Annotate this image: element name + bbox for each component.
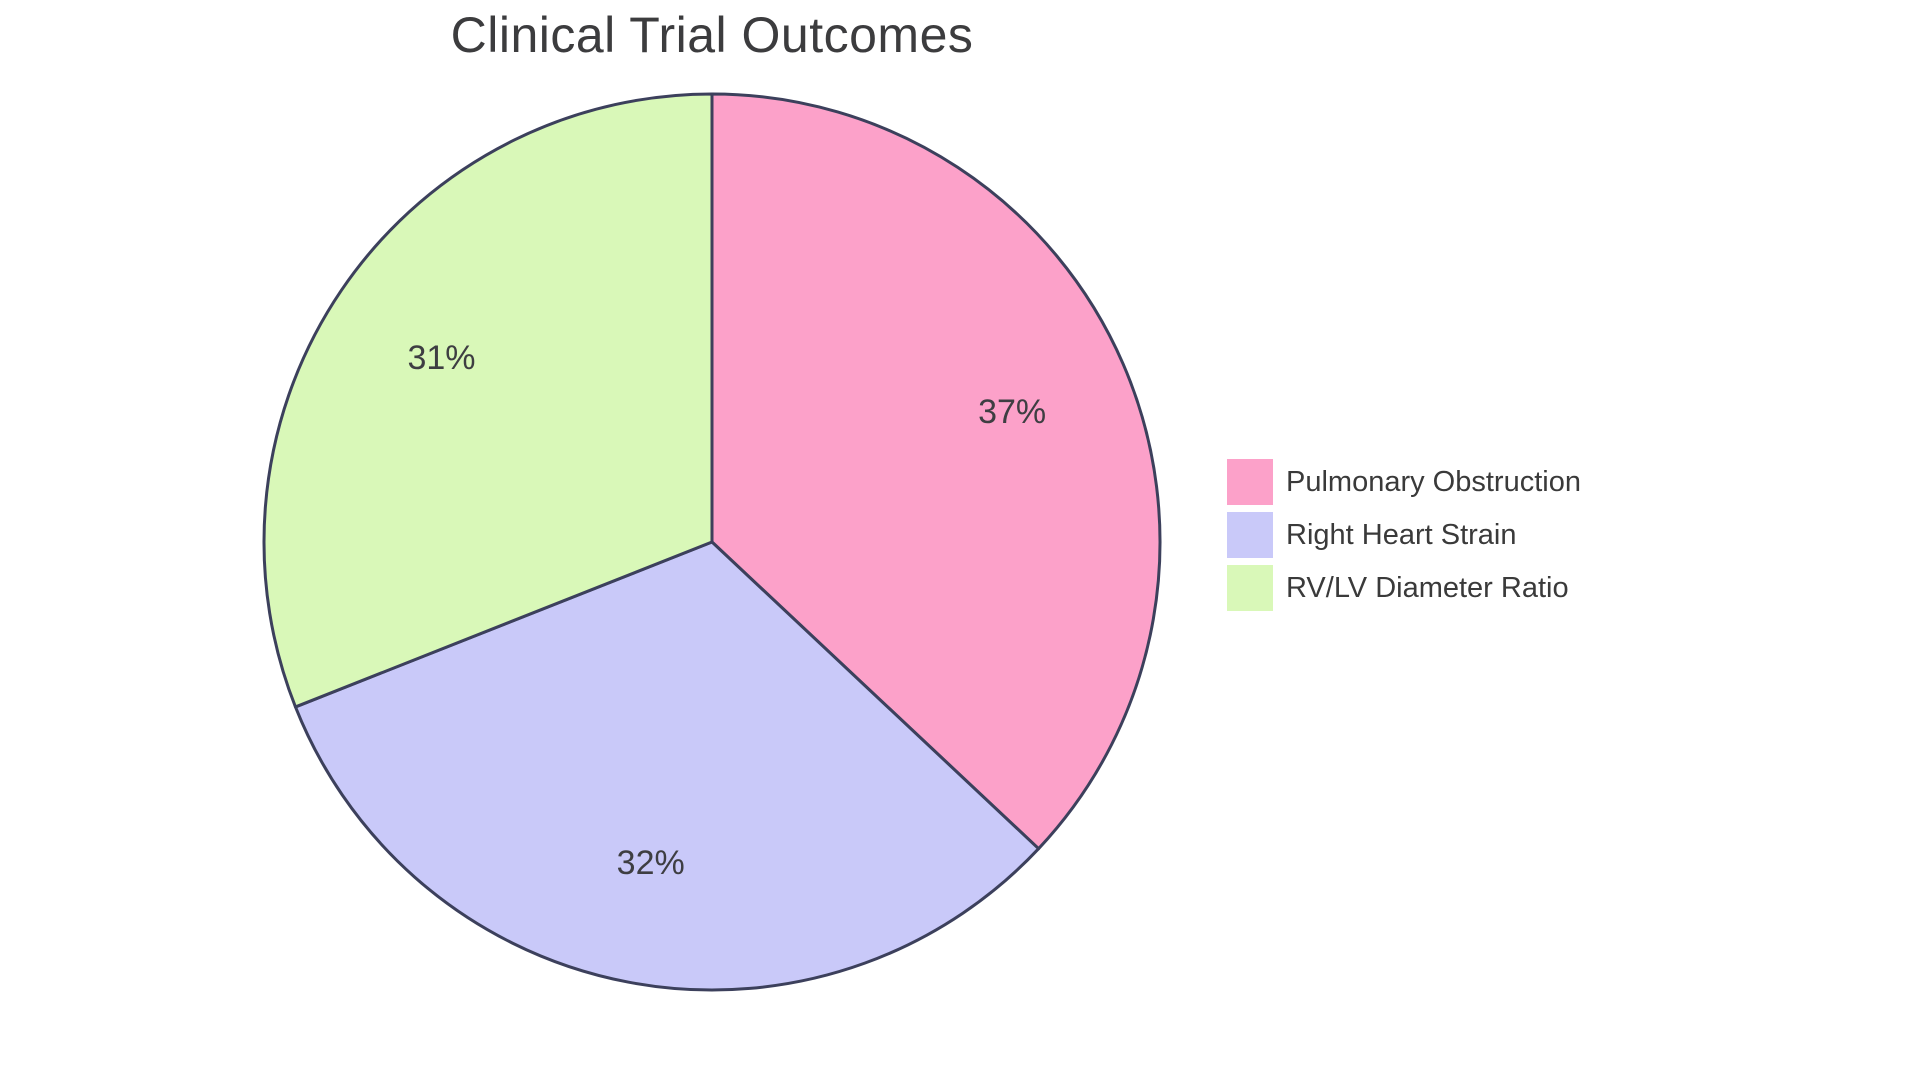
legend-label-pulmonary-obstruction: Pulmonary Obstruction: [1286, 465, 1581, 498]
chart-title: Clinical Trial Outcomes: [450, 7, 974, 63]
slice-percent-label-rv-lv-diameter-ratio: 31%: [407, 339, 475, 377]
legend-label-right-heart-strain: Right Heart Strain: [1286, 518, 1517, 551]
legend-swatch-pulmonary-obstruction: [1227, 459, 1273, 505]
slice-percent-label-right-heart-strain: 32%: [617, 844, 685, 882]
pie-slice-pulmonary-obstruction[interactable]: [710, 92, 1162, 851]
legend-item-pulmonary-obstruction[interactable]: Pulmonary Obstruction: [1227, 459, 1581, 505]
legend-swatch-rv-lv-diameter-ratio: [1227, 565, 1273, 611]
legend-item-rv-lv-diameter-ratio[interactable]: RV/LV Diameter Ratio: [1227, 565, 1581, 611]
legend-swatch-right-heart-strain: [1227, 512, 1273, 558]
pie-slice-rv-lv-diameter-ratio[interactable]: [262, 92, 714, 709]
legend-label-rv-lv-diameter-ratio: RV/LV Diameter Ratio: [1286, 571, 1569, 604]
legend-item-right-heart-strain[interactable]: Right Heart Strain: [1227, 512, 1581, 558]
legend: Pulmonary Obstruction Right Heart Strain R…: [1227, 459, 1581, 618]
slice-percent-label-pulmonary-obstruction: 37%: [978, 393, 1046, 431]
pie-slice-right-heart-strain[interactable]: [293, 540, 1041, 992]
